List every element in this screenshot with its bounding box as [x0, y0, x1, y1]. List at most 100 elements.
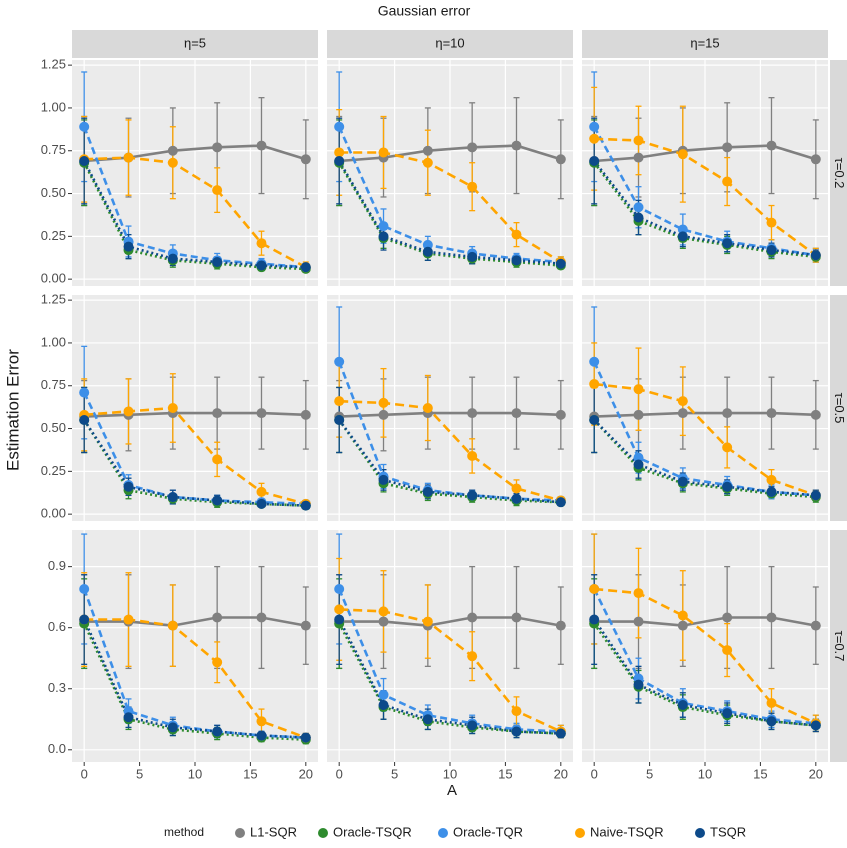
x-tick-label: 15	[498, 766, 512, 781]
facet-label: η=10	[435, 35, 464, 50]
data-point	[378, 397, 389, 408]
legend-marker	[318, 828, 328, 838]
data-point	[467, 142, 478, 153]
data-point	[589, 356, 600, 367]
data-point	[422, 239, 433, 250]
data-point	[79, 387, 90, 398]
data-point	[212, 408, 223, 419]
data-point	[378, 409, 389, 420]
series-line	[593, 419, 816, 497]
data-point	[378, 147, 389, 158]
data-point	[722, 708, 733, 719]
series-line	[83, 162, 306, 271]
chart-title: Gaussian error	[378, 3, 471, 19]
data-point	[378, 221, 389, 232]
data-point	[334, 414, 345, 425]
legend-label: Oracle-TSQR	[333, 824, 412, 839]
legend-label: Naive-TSQR	[590, 824, 664, 839]
data-point	[766, 140, 777, 151]
data-point	[334, 584, 345, 595]
data-point	[79, 414, 90, 425]
data-point	[511, 483, 522, 494]
data-point	[167, 492, 178, 503]
data-point	[633, 152, 644, 163]
series-line	[338, 419, 561, 504]
data-point	[722, 142, 733, 153]
data-point	[766, 217, 777, 228]
data-point	[511, 493, 522, 504]
data-point	[167, 722, 178, 733]
x-tick-label: 0	[336, 766, 343, 781]
data-point	[677, 231, 688, 242]
data-point	[633, 616, 644, 627]
x-tick-label: 20	[554, 766, 568, 781]
data-point	[677, 610, 688, 621]
data-point	[167, 157, 178, 168]
data-point	[589, 584, 600, 595]
facet-label: τ=0.2	[832, 158, 847, 189]
facet-strip	[72, 30, 318, 58]
data-point	[334, 604, 345, 615]
data-point	[467, 651, 478, 662]
data-point	[378, 616, 389, 627]
facet-strip	[582, 30, 828, 58]
x-tick-label: 0	[81, 766, 88, 781]
data-point	[256, 612, 267, 623]
series-line	[338, 126, 561, 264]
facet-label: η=5	[184, 35, 206, 50]
data-point	[256, 260, 267, 271]
data-point	[212, 495, 223, 506]
data-point	[555, 497, 566, 508]
y-tick-label: 1.00	[41, 99, 66, 114]
data-point	[123, 712, 134, 723]
series-line	[594, 616, 817, 627]
data-point	[212, 142, 223, 153]
x-tick-label: 15	[753, 766, 767, 781]
data-point	[167, 145, 178, 156]
data-point	[766, 245, 777, 256]
data-point	[677, 408, 688, 419]
series-line	[82, 126, 306, 269]
series-line	[83, 419, 306, 507]
data-point	[167, 403, 178, 413]
series-line	[82, 588, 306, 739]
legend-label: L1-SQR	[250, 824, 297, 839]
x-tick-label: 0	[591, 766, 598, 781]
data-point	[511, 726, 522, 737]
data-point	[334, 147, 345, 158]
data-point	[555, 258, 566, 269]
y-tick-label: 0.50	[41, 420, 66, 435]
data-point	[79, 584, 90, 595]
x-tick-label: 10	[698, 766, 712, 781]
series-line	[83, 160, 306, 269]
y-tick-label: 0.00	[41, 506, 66, 521]
legend-title: method	[164, 825, 204, 839]
data-point	[766, 716, 777, 727]
data-point	[555, 409, 566, 420]
y-tick-label: 1.00	[41, 334, 66, 349]
data-point	[589, 414, 600, 425]
series-line	[339, 616, 562, 627]
data-point	[300, 154, 311, 165]
data-point	[256, 716, 267, 727]
data-point	[256, 498, 267, 509]
data-point	[677, 224, 688, 235]
data-point	[467, 720, 478, 731]
y-tick-label: 0.00	[41, 271, 66, 286]
series-line	[594, 382, 817, 497]
x-tick-label: 5	[646, 766, 653, 781]
x-axis-label: A	[447, 782, 457, 799]
y-tick-label: 0.9	[48, 558, 66, 573]
y-axis-label: Estimation Error	[3, 349, 22, 471]
data-point	[810, 490, 821, 501]
data-point	[633, 409, 644, 420]
series-line	[338, 160, 561, 265]
series-line	[83, 419, 306, 507]
y-tick-label: 0.75	[41, 142, 66, 157]
y-tick-label: 0.50	[41, 185, 66, 200]
data-point	[79, 614, 90, 625]
x-tick-label: 10	[443, 766, 457, 781]
x-tick-label: 20	[809, 766, 823, 781]
series-line	[84, 616, 307, 627]
y-tick-label: 0.25	[41, 463, 66, 478]
